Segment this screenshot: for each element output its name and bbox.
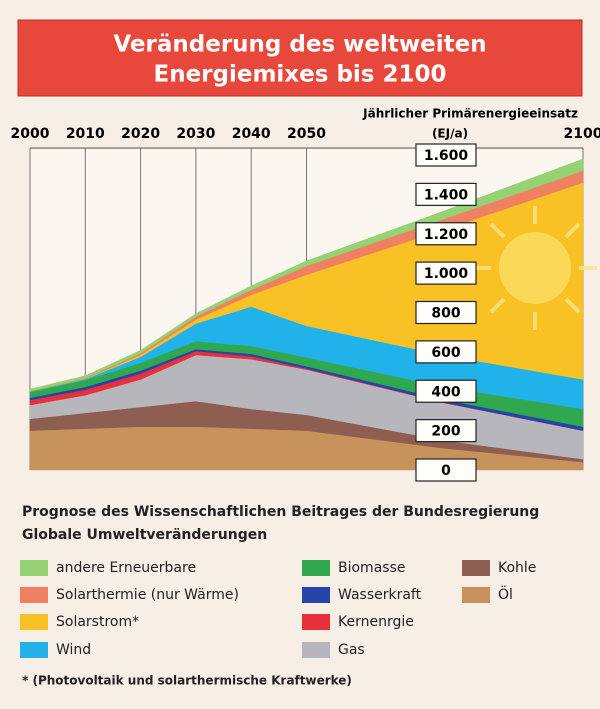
- y-tick-label: 400: [431, 384, 460, 400]
- sun: [473, 206, 597, 330]
- y-tick-box: [415, 458, 477, 482]
- x-tick-label: 2000: [11, 126, 50, 142]
- y-tick-box: [415, 340, 477, 364]
- y-axis-label: Jährlicher Primärenergieeinsatz: [362, 107, 578, 121]
- subtitle: Prognose des Wissenschaftlichen Beitrage…: [22, 504, 539, 520]
- legend-label: Biomasse: [338, 560, 405, 576]
- legend-swatch: [20, 642, 48, 658]
- x-tick-label: 2100: [564, 126, 600, 142]
- y-tick-label: 1.400: [424, 187, 469, 203]
- y-tick-box: [415, 261, 477, 285]
- legend-label: Kohle: [498, 560, 536, 576]
- title-banner: [17, 19, 583, 97]
- y-axis-label: (EJ/a): [432, 127, 468, 141]
- legend-swatch: [462, 587, 490, 603]
- y-tick-box: [415, 379, 477, 403]
- x-tick-label: 2030: [176, 126, 215, 142]
- legend-label: Solarstrom*: [56, 614, 139, 630]
- legend-swatch: [302, 642, 330, 658]
- legend-swatch: [20, 560, 48, 576]
- legend-label: Wind: [56, 642, 91, 658]
- legend-label: Kernenrgie: [338, 614, 414, 630]
- legend-label: andere Erneuerbare: [56, 560, 196, 576]
- y-tick-label: 600: [431, 345, 460, 361]
- chart-title: Energiemixes bis 2100: [153, 62, 446, 88]
- chart-title: Veränderung des weltweiten: [113, 32, 486, 58]
- y-tick-label: 200: [431, 424, 460, 440]
- y-tick-box: [415, 419, 477, 443]
- x-tick-label: 2050: [287, 126, 326, 142]
- legend-swatch: [302, 614, 330, 630]
- y-tick-label: 800: [431, 306, 460, 322]
- area: [29, 158, 584, 392]
- y-tick-label: 1.000: [424, 266, 469, 282]
- legend-label: Solarthermie (nur Wärme): [56, 587, 239, 603]
- x-tick-label: 2010: [66, 126, 105, 142]
- y-tick-box: [415, 300, 477, 325]
- legend-label: Gas: [338, 642, 365, 658]
- y-tick-label: 0: [441, 463, 451, 479]
- legend-swatch: [20, 587, 48, 603]
- legend-swatch: [462, 560, 490, 576]
- y-tick-label: 1.200: [424, 227, 469, 243]
- y-tick-box: [415, 143, 477, 167]
- legend-swatch: [302, 587, 330, 603]
- subtitle: Globale Umweltveränderungen: [22, 527, 267, 543]
- footnote: * (Photovoltaik und solarthermische Kraf…: [22, 674, 352, 688]
- y-tick-label: 1.600: [424, 148, 469, 164]
- y-tick-box: [415, 182, 477, 206]
- y-tick-box: [415, 222, 477, 246]
- legend-swatch: [302, 560, 330, 576]
- x-tick-label: 2020: [121, 126, 160, 142]
- legend-label: Wasserkraft: [338, 587, 422, 603]
- x-tick-label: 2040: [232, 126, 271, 142]
- legend-swatch: [20, 614, 48, 630]
- legend-label: Öl: [498, 585, 513, 603]
